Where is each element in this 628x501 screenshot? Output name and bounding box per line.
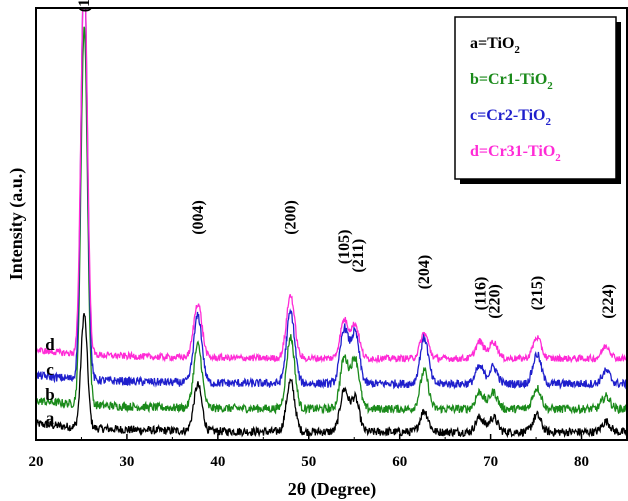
x-tick-label-50: 50: [301, 454, 316, 470]
peak-label: (224): [600, 284, 617, 319]
legend: a=TiO2 b=Cr1-TiO2 c=Cr2-TiO2 d=Cr31-TiO2: [454, 16, 621, 184]
peak-label: (204): [416, 255, 433, 290]
legend-entry-a: a=TiO2: [470, 35, 520, 56]
curve-label-a: a: [46, 408, 55, 427]
x-tick-label-40: 40: [210, 454, 225, 470]
series-c-line: [36, 8, 628, 390]
peak-label: (220): [486, 284, 503, 319]
peak-label: (004): [190, 200, 207, 235]
x-tick-label-30: 30: [119, 454, 134, 470]
peak-label: (200): [283, 200, 300, 235]
spectra-group: [36, 8, 628, 439]
x-tick-label-70: 70: [483, 454, 498, 470]
series-b-line: [36, 26, 628, 415]
x-axis: 20 30 40 50 60 70 80: [29, 434, 589, 470]
y-axis-title: Intensity (a.u.): [6, 168, 27, 281]
legend-entry-b: b=Cr1-TiO2: [470, 71, 553, 92]
legend-entry-c: c=Cr2-TiO2: [470, 107, 551, 128]
peak-label: (211): [350, 239, 367, 273]
curve-label-d: d: [45, 335, 55, 354]
x-tick-label-80: 80: [574, 454, 589, 470]
series-d-line: [36, 8, 628, 364]
x-tick-label-20: 20: [29, 454, 44, 470]
peak-labels: (101) (004) (200) (105)(211) (204) (116)(220)…: [76, 0, 617, 319]
peak-label: (101): [76, 0, 93, 12]
legend-box: [454, 16, 617, 180]
curve-label-c: c: [46, 360, 54, 379]
x-axis-title: 2θ (Degree): [288, 479, 377, 500]
plot-frame: [35, 7, 628, 441]
legend-entry-d: d=Cr31-TiO2: [470, 143, 561, 164]
series-a-line: [36, 313, 628, 439]
peak-label: (116): [473, 277, 490, 311]
curve-label-b: b: [45, 385, 54, 404]
x-tick-label-60: 60: [392, 454, 407, 470]
peak-label: (105): [336, 230, 353, 265]
peak-label: (215): [529, 276, 546, 311]
